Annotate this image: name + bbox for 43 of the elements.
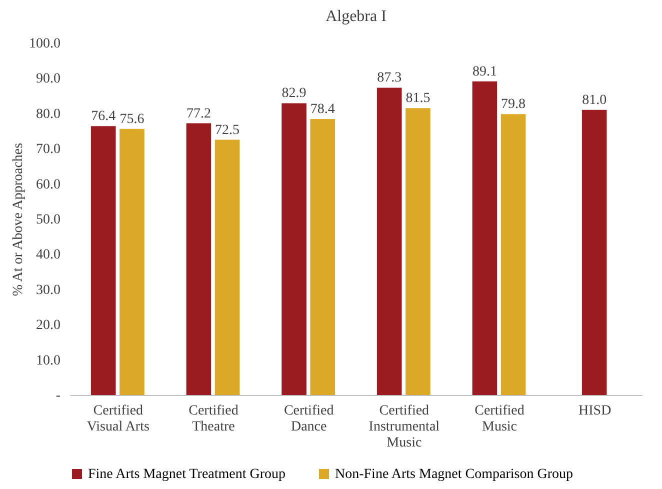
x-tick-label: Certified Dance	[284, 404, 334, 434]
y-tick-label: 10.0	[36, 353, 60, 368]
x-tick-label: Certified Visual Arts	[86, 404, 150, 434]
x-tick-label: Certified Music	[474, 404, 524, 434]
x-tick-label: HISD	[578, 404, 612, 418]
y-axis-title: % At or Above Approaches	[11, 142, 26, 296]
y-tick-label: 50.0	[36, 212, 60, 228]
bar	[376, 88, 402, 395]
y-tick-label: 20.0	[36, 318, 60, 334]
y-tick-label: -	[56, 388, 61, 404]
bar	[120, 128, 144, 395]
bar	[186, 123, 212, 395]
y-tick-label: 80.0	[36, 106, 60, 122]
x-tick-label: Certified Instrumental Music	[368, 404, 440, 450]
y-tick-label: 40.0	[36, 248, 60, 263]
data-label: 72.5	[215, 122, 240, 138]
data-label: 89.1	[472, 64, 497, 80]
bar	[406, 108, 430, 395]
bar	[582, 110, 607, 395]
data-label: 78.4	[310, 102, 335, 118]
bar	[282, 103, 306, 395]
x-tick-label: Certified Theatre	[188, 404, 238, 434]
y-tick-label: 30.0	[36, 282, 60, 298]
legend-label: Non-Fine Arts Magnet Comparison Group	[335, 467, 573, 482]
legend-label: Fine Arts Magnet Treatment Group	[88, 467, 286, 482]
bar	[310, 119, 336, 395]
bar	[500, 114, 526, 395]
data-label: 81.5	[406, 91, 430, 106]
y-tick-label: 70.0	[36, 142, 60, 158]
y-tick-label: 90.0	[36, 72, 60, 87]
bar	[472, 81, 498, 395]
data-label: 75.6	[120, 112, 144, 127]
data-label: 87.3	[377, 70, 402, 86]
bar	[90, 126, 116, 395]
y-tick-label: 100.0	[29, 36, 60, 52]
data-label: 76.4	[91, 109, 116, 124]
chart-title: Algebra I	[326, 8, 386, 25]
data-label: 81.0	[582, 92, 607, 108]
data-label: 79.8	[501, 97, 526, 112]
bar	[214, 140, 240, 395]
data-label: 77.2	[186, 106, 211, 122]
data-label: 82.9	[282, 86, 306, 102]
y-tick-label: 60.0	[36, 177, 60, 192]
